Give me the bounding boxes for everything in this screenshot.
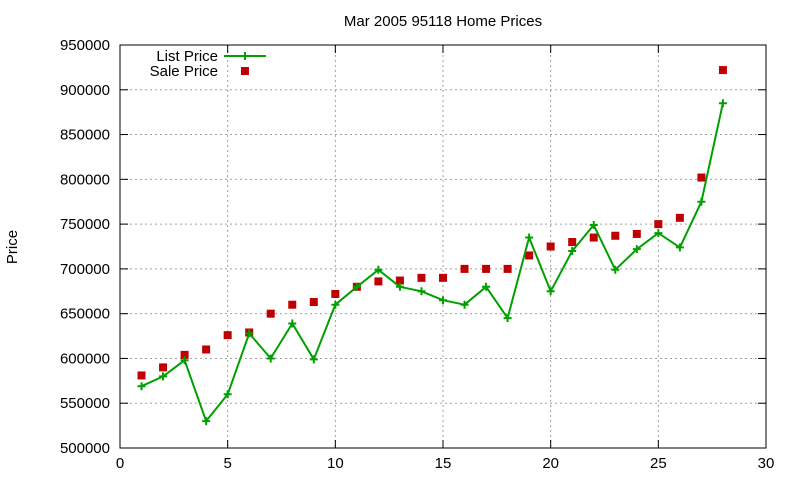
- sale-price-point: [654, 220, 663, 229]
- list-price-point: [675, 243, 684, 252]
- legend-marker-sale-price: [241, 67, 249, 75]
- x-tick-label: 30: [758, 455, 775, 472]
- list-price-point: [202, 417, 211, 426]
- sale-price-point: [395, 276, 404, 285]
- list-price-point: [331, 300, 340, 309]
- list-price-line: [141, 102, 724, 423]
- sale-price-point: [288, 300, 297, 309]
- y-tick-label: 700000: [60, 261, 110, 278]
- sale-price-point: [137, 371, 146, 380]
- list-price-point: [439, 296, 447, 305]
- list-price-point: [309, 355, 318, 364]
- list-price-point: [546, 287, 555, 296]
- x-tick-label: 10: [327, 455, 344, 472]
- series-layer: [137, 66, 727, 426]
- sale-price-point: [568, 238, 577, 247]
- y-tick-label: 950000: [60, 37, 110, 54]
- sale-price-point: [546, 242, 555, 251]
- legend: List Price Sale Price: [150, 48, 266, 80]
- y-tick-label: 650000: [60, 306, 110, 323]
- sale-price-point: [460, 264, 469, 273]
- list-price-point: [137, 382, 146, 391]
- list-price-point: [718, 99, 727, 108]
- list-price-point: [245, 329, 254, 338]
- sale-price-point: [697, 173, 706, 182]
- list-price-point: [460, 300, 469, 309]
- sale-price-point: [309, 298, 318, 307]
- sale-price-point: [180, 350, 189, 359]
- y-axis-title: Price: [4, 230, 21, 264]
- y-tick-label: 750000: [60, 216, 110, 233]
- sale-price-point: [331, 289, 340, 298]
- list-price-point: [223, 390, 232, 399]
- x-tick-label: 5: [223, 455, 231, 472]
- sale-price-point: [159, 363, 168, 372]
- list-price-point: [159, 372, 168, 381]
- sale-price-point: [417, 273, 426, 282]
- list-price-point: [482, 282, 491, 291]
- list-price-point: [395, 282, 404, 291]
- plot-frame: [119, 44, 767, 449]
- sale-price-point: [374, 277, 383, 286]
- sale-price-point: [718, 66, 727, 75]
- list-price-point: [568, 246, 577, 255]
- y-tick-label: 800000: [60, 171, 110, 188]
- sale-price-point: [525, 251, 534, 260]
- list-price-point: [589, 221, 598, 230]
- legend-label-sale-price: Sale Price: [150, 63, 218, 80]
- legend-marker-list-price: [241, 52, 249, 60]
- sale-price-point: [503, 264, 512, 273]
- sale-price-point: [589, 233, 598, 242]
- sale-price-point: [675, 213, 684, 222]
- x-tick-label: 15: [435, 455, 452, 472]
- x-tick-label: 0: [116, 455, 124, 472]
- y-tick-label: 850000: [60, 127, 110, 144]
- list-price-point: [503, 314, 512, 323]
- list-price-point: [266, 354, 275, 363]
- y-tick-label: 600000: [60, 350, 110, 367]
- sale-price-point: [439, 273, 447, 282]
- x-tick-label: 25: [650, 455, 667, 472]
- sale-price-point: [266, 309, 275, 318]
- legend-label-list-price: List Price: [156, 48, 218, 65]
- list-price-point: [374, 265, 383, 274]
- list-price-point: [654, 229, 663, 238]
- y-tick-label: 550000: [60, 395, 110, 412]
- chart-title: Mar 2005 95118 Home Prices: [344, 13, 542, 30]
- list-price-point: [417, 287, 426, 296]
- list-price-point: [180, 356, 189, 365]
- list-price-point: [352, 282, 361, 291]
- sale-price-point: [202, 345, 211, 354]
- sale-price-point: [632, 229, 641, 238]
- x-tick-label: 20: [542, 455, 559, 472]
- sale-price-point: [611, 231, 620, 240]
- sale-price-point: [482, 264, 491, 273]
- list-price-point: [632, 245, 641, 254]
- list-price-point: [525, 233, 534, 242]
- axis-ticks: 500000 550000 600000 650000 700000 750000 8000…: [60, 37, 774, 472]
- list-price-point: [697, 197, 706, 206]
- list-price-point: [288, 319, 297, 328]
- y-tick-label: 500000: [60, 440, 110, 457]
- list-price-point: [611, 265, 620, 274]
- sale-price-point: [223, 331, 232, 340]
- y-tick-label: 900000: [60, 82, 110, 99]
